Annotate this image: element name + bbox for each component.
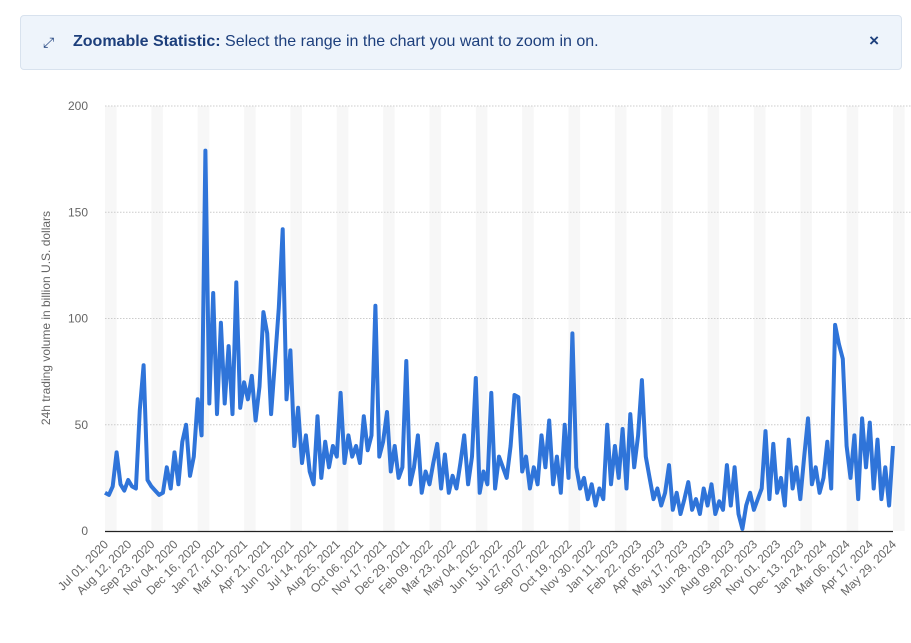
background-band bbox=[383, 106, 395, 531]
background-band bbox=[290, 106, 302, 531]
y-tick-label: 0 bbox=[81, 524, 88, 538]
banner-title: Zoomable Statistic: bbox=[73, 33, 221, 50]
y-tick-label: 150 bbox=[68, 205, 88, 219]
y-tick-label: 100 bbox=[68, 312, 88, 326]
expand-arrows-icon: ⤢ bbox=[43, 34, 55, 50]
background-band bbox=[475, 106, 488, 531]
background-band bbox=[614, 106, 627, 531]
banner-text: Zoomable Statistic: Select the range in … bbox=[73, 33, 599, 51]
background-band bbox=[105, 106, 117, 531]
background-band bbox=[800, 106, 812, 531]
background-band bbox=[522, 106, 534, 531]
background-band bbox=[707, 106, 720, 531]
close-icon[interactable]: × bbox=[869, 31, 879, 50]
background-band bbox=[893, 106, 905, 531]
banner-message: Select the range in the chart you want t… bbox=[225, 33, 599, 50]
series-line bbox=[104, 148, 895, 531]
y-axis-ticks: 0 50 100 150 200 bbox=[68, 99, 88, 538]
zoomable-statistic-banner: ⤢ Zoomable Statistic: Select the range i… bbox=[20, 15, 902, 70]
y-tick-label: 200 bbox=[68, 99, 88, 113]
gridlines bbox=[105, 105, 911, 426]
y-axis-title: 24h trading volume in billion U.S. dolla… bbox=[39, 211, 53, 425]
y-tick-label: 50 bbox=[75, 418, 89, 432]
